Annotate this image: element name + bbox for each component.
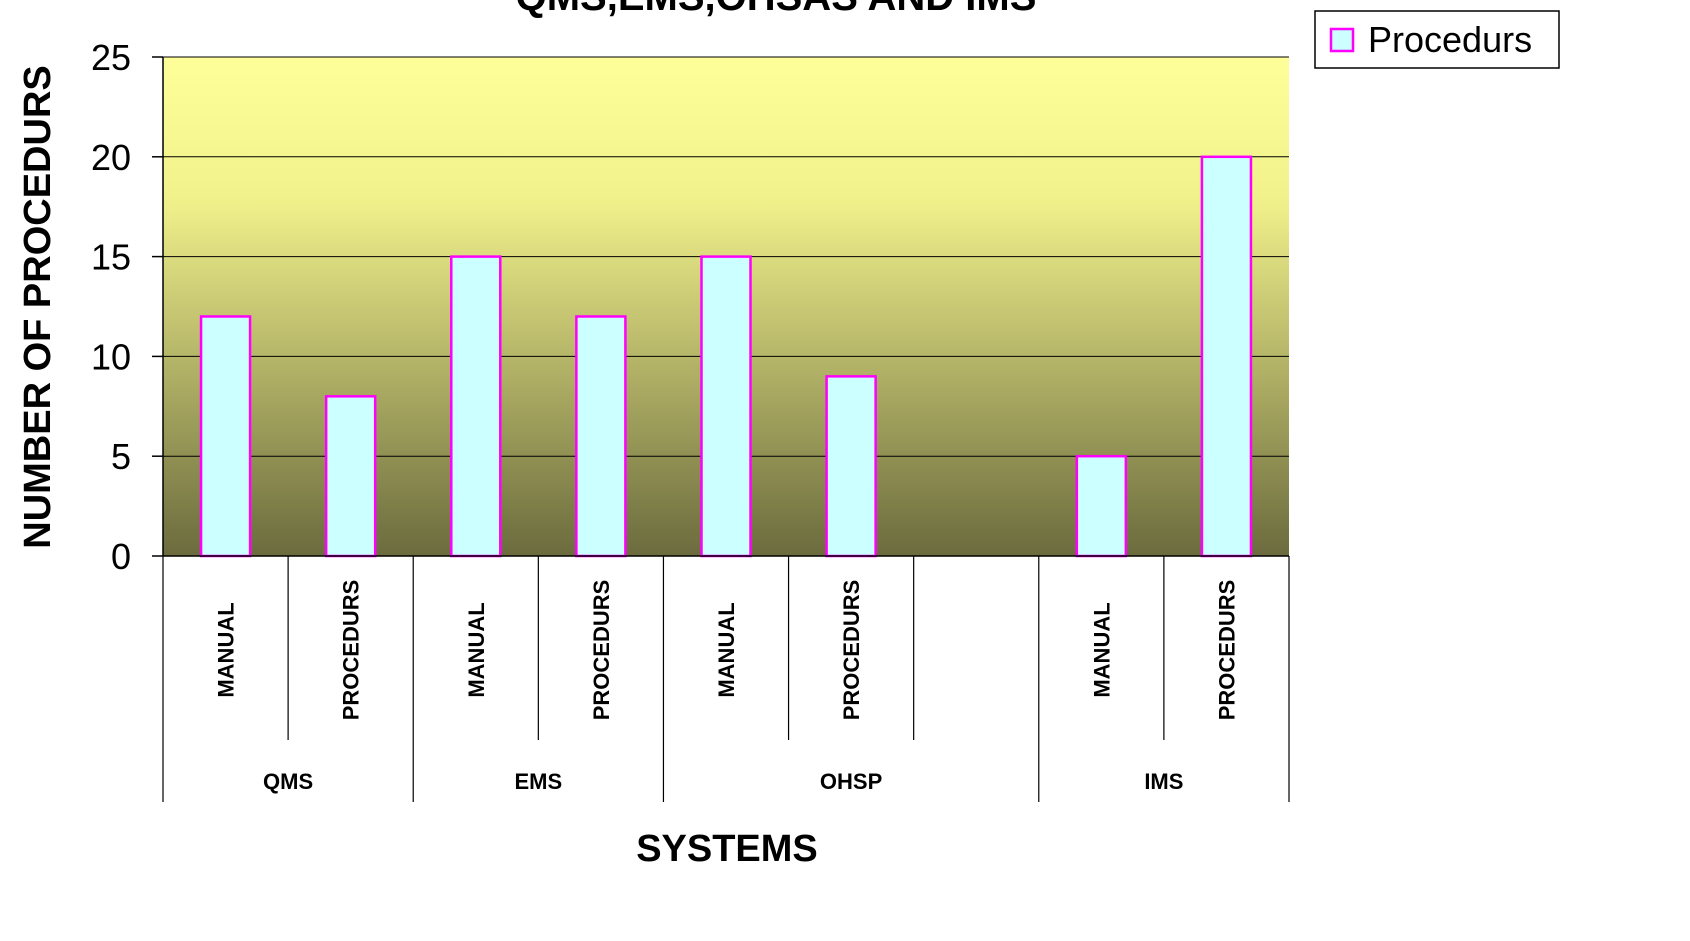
bar xyxy=(199,315,252,558)
x-group-label: IMS xyxy=(1144,769,1183,794)
x-category-label: PROCEDURS xyxy=(589,580,614,721)
y-tick-label: 10 xyxy=(91,336,131,377)
bar xyxy=(825,375,877,558)
x-category-label: MANUAL xyxy=(1089,602,1114,697)
legend-swatch xyxy=(1329,27,1355,53)
x-category-label: MANUAL xyxy=(464,602,489,697)
x-group-label: OHSP xyxy=(820,769,882,794)
bars xyxy=(199,155,1253,558)
x-category-label: MANUAL xyxy=(214,602,239,697)
x-axis-title: SYSTEMS xyxy=(636,828,818,870)
x-category-label: PROCEDURS xyxy=(339,580,364,721)
bar xyxy=(700,255,752,558)
bar xyxy=(324,395,377,558)
bar xyxy=(575,315,627,558)
y-tick-label: 0 xyxy=(111,536,131,577)
axes xyxy=(152,56,1290,802)
bar xyxy=(1200,155,1253,558)
y-tick-label: 15 xyxy=(91,237,131,278)
bar xyxy=(1075,454,1128,558)
y-tick-label: 20 xyxy=(91,137,131,178)
x-category-label: MANUAL xyxy=(714,602,739,697)
x-category-label: PROCEDURS xyxy=(1214,580,1239,721)
x-group-label: QMS xyxy=(263,769,313,794)
chart-title: QMS,EMS,OHSAS AND IMS xyxy=(516,0,1037,19)
legend: Procedurs xyxy=(1314,10,1560,69)
y-axis-title: NUMBER OF PROCEDURS xyxy=(17,65,59,548)
legend-label: Procedurs xyxy=(1368,19,1532,60)
bar xyxy=(450,255,502,558)
x-category-label: PROCEDURS xyxy=(839,580,864,721)
y-tick-label: 5 xyxy=(111,436,131,477)
legend-box xyxy=(1314,10,1560,69)
labels: 0 5 10 15 20 25 MANUAL PROCEDURS MANUAL PROCEDURS… xyxy=(91,37,1239,794)
x-group-label: EMS xyxy=(514,769,562,794)
y-tick-label: 25 xyxy=(91,37,131,78)
